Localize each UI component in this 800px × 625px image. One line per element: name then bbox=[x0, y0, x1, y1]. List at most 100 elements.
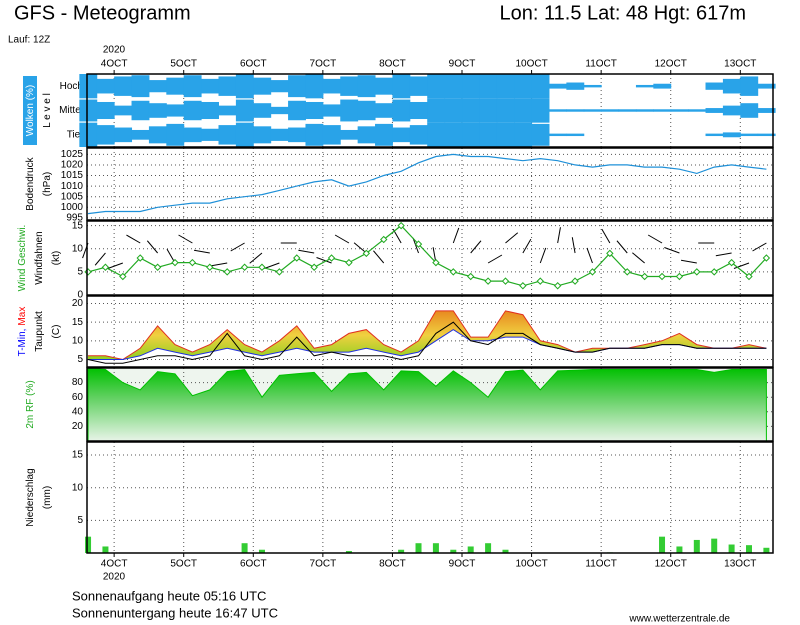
sunrise: Sonnenaufgang heute 05:16 UTC bbox=[72, 588, 266, 603]
wind-speed-marker bbox=[310, 263, 318, 271]
cloud-cell bbox=[288, 75, 306, 98]
cloud-cell bbox=[548, 83, 567, 89]
y-axis-label-part: Windfahnen bbox=[34, 231, 45, 284]
x-tick-label: 11OCT bbox=[585, 559, 617, 570]
panel-frame bbox=[86, 220, 774, 296]
wind-barb bbox=[298, 249, 315, 254]
cloud-cell bbox=[479, 122, 498, 147]
cloud-cell bbox=[253, 103, 272, 118]
cloud-cell bbox=[79, 74, 98, 99]
y-axis-label-part: Taupunkt bbox=[34, 311, 45, 352]
y-axis-label-part: Niederschlag bbox=[25, 468, 36, 526]
cloud-cell bbox=[479, 98, 498, 123]
wind-speed-marker bbox=[258, 263, 266, 271]
wind-barb bbox=[249, 252, 263, 264]
x-tick-label: 10OCT bbox=[515, 559, 547, 570]
y-axis-label: Wind Geschwi. bbox=[17, 225, 28, 292]
cloud-cell bbox=[79, 122, 98, 147]
cloud-cell bbox=[131, 129, 150, 140]
cloud-cell bbox=[288, 127, 306, 143]
wind-speed-marker bbox=[466, 272, 475, 281]
wind-speed-marker bbox=[293, 254, 301, 262]
cloud-cell bbox=[375, 77, 393, 95]
wind-speed-marker bbox=[658, 272, 666, 281]
wind-speed-marker bbox=[432, 258, 440, 267]
cloud-cell bbox=[166, 123, 185, 146]
y-axis-label-part: T-Min, bbox=[17, 329, 28, 357]
cloud-cell bbox=[409, 76, 428, 96]
wind-barb bbox=[107, 262, 124, 269]
cloud-cell bbox=[427, 122, 446, 147]
wind-barb bbox=[334, 234, 350, 244]
cloud-cell bbox=[392, 127, 411, 143]
cloud-cell bbox=[566, 82, 585, 90]
y-axis-label: L e v e l bbox=[42, 93, 53, 128]
cloud-cell bbox=[375, 103, 393, 118]
cloud-cell bbox=[270, 128, 289, 141]
cloud-cell bbox=[322, 125, 341, 145]
wind-barb bbox=[316, 257, 332, 264]
y-tick-label: 1005 bbox=[61, 191, 84, 202]
wind-speed-marker bbox=[345, 258, 353, 267]
y-tick-label: 5 bbox=[77, 515, 83, 526]
cloud-cell bbox=[583, 109, 602, 112]
cloud-cell bbox=[322, 104, 341, 117]
cloud-cell bbox=[409, 125, 428, 145]
cloud-cell bbox=[514, 74, 533, 99]
cloud-cell bbox=[740, 76, 759, 96]
wind-barb bbox=[470, 240, 482, 254]
panel-frame bbox=[86, 147, 774, 221]
wind-barb bbox=[94, 252, 106, 266]
precip-bar bbox=[728, 544, 735, 553]
wind-speed-marker bbox=[223, 268, 231, 276]
y-axis-label-part: (mm) bbox=[42, 486, 53, 509]
humidity-area bbox=[87, 367, 767, 442]
cloud-cell bbox=[114, 105, 133, 116]
wind-barb bbox=[539, 247, 547, 264]
wind-barb bbox=[632, 252, 645, 264]
precip-bar bbox=[241, 543, 248, 553]
panel-frame bbox=[86, 73, 774, 148]
pressure-line bbox=[87, 153, 767, 215]
precip-bar bbox=[711, 538, 718, 553]
x-tick-label: 13OCT bbox=[724, 59, 756, 70]
cloud-cell bbox=[653, 109, 672, 112]
label-box bbox=[23, 76, 37, 145]
y-tick-label: 15 bbox=[72, 220, 84, 231]
y-tick-label: 40 bbox=[72, 406, 84, 417]
wind-speed-marker bbox=[484, 277, 492, 285]
wind-speed-marker bbox=[414, 240, 423, 248]
y-axis-label-part: Wind Geschwi. bbox=[17, 225, 28, 292]
wind-speed-marker bbox=[693, 268, 701, 276]
y-tick-label: 15 bbox=[72, 450, 84, 461]
y-tick-label: 80 bbox=[72, 377, 84, 388]
cloud-cell bbox=[340, 76, 359, 96]
x-tick-label: 5OCT bbox=[170, 559, 197, 570]
cloud-cell bbox=[740, 133, 759, 137]
cloud-cell bbox=[218, 76, 237, 96]
wind-speed-marker bbox=[519, 282, 527, 290]
cloud-cell bbox=[462, 98, 480, 123]
cloud-cell bbox=[531, 123, 550, 146]
cloud-cell bbox=[148, 126, 167, 144]
cloud-cell bbox=[496, 74, 515, 99]
temperature-line bbox=[87, 321, 767, 364]
cloud-cell bbox=[357, 126, 376, 144]
panel-frame bbox=[86, 367, 774, 442]
cloud-cell bbox=[496, 122, 515, 147]
precip-bar bbox=[398, 549, 405, 553]
precip-bar bbox=[102, 546, 109, 553]
cloud-cell bbox=[670, 109, 689, 112]
cloud-cell bbox=[653, 83, 672, 89]
wind-speed-marker bbox=[606, 249, 614, 258]
y-axis-label: 2m RF (%) bbox=[25, 380, 36, 428]
wind-barb bbox=[522, 238, 532, 254]
cloud-cell bbox=[757, 83, 776, 89]
wind-barb bbox=[616, 240, 628, 254]
cloud-cell bbox=[392, 99, 411, 122]
cloud-cell bbox=[722, 105, 741, 116]
precip-bar bbox=[676, 546, 683, 553]
y-tick-label: 10 bbox=[72, 335, 84, 346]
wind-speed-marker bbox=[727, 258, 736, 267]
panel-frame bbox=[86, 295, 774, 368]
